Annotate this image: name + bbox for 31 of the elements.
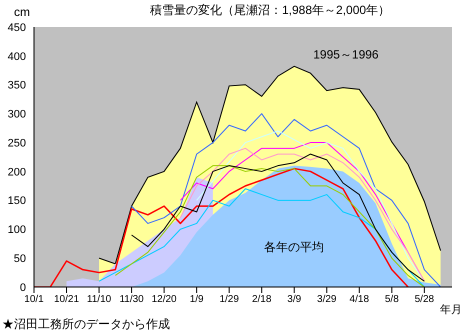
- series-label: 1995～1996: [313, 48, 379, 62]
- x-tick-label: 4/18: [350, 294, 370, 306]
- y-axis-title: cm: [14, 5, 30, 19]
- line-series: [131, 154, 425, 282]
- y-tick-label: 0: [20, 282, 26, 294]
- line-series: [131, 113, 442, 287]
- x-tick-label: 11/10: [86, 294, 112, 306]
- x-tick-label: 10/21: [54, 294, 80, 306]
- x-tick-label: 3/29: [317, 294, 337, 306]
- x-tick-label: 3/9: [287, 294, 302, 306]
- series-label: 各年の平均: [264, 240, 324, 254]
- x-tick-label: 10/1: [24, 294, 44, 306]
- y-tick-label: 50: [14, 253, 26, 266]
- x-tick-label: 2/18: [252, 294, 272, 306]
- x-tick-label: 5/28: [414, 294, 435, 306]
- y-tick-label: 200: [8, 166, 26, 178]
- chart-title: 積雪量の変化（尾瀬沼：1,988年～2,000年）: [150, 2, 390, 19]
- y-tick-label: 300: [8, 108, 26, 121]
- x-tick-label: 11/30: [119, 294, 144, 306]
- y-tick-label: 150: [8, 195, 26, 208]
- y-tick-label: 350: [8, 80, 26, 92]
- x-tick-label: 12/20: [152, 294, 178, 306]
- x-tick-label: 1/29: [219, 294, 240, 306]
- y-tick-label: 450: [8, 22, 26, 34]
- x-axis-title: 年月: [440, 303, 462, 317]
- text: ★沼田工務所のデータから作成: [2, 316, 170, 333]
- y-tick-label: 100: [8, 224, 26, 236]
- x-tick-label: 1/9: [190, 294, 204, 306]
- y-tick-label: 400: [8, 50, 26, 63]
- y-tick-label: 250: [8, 137, 26, 150]
- x-tick-label: 5/8: [384, 294, 400, 306]
